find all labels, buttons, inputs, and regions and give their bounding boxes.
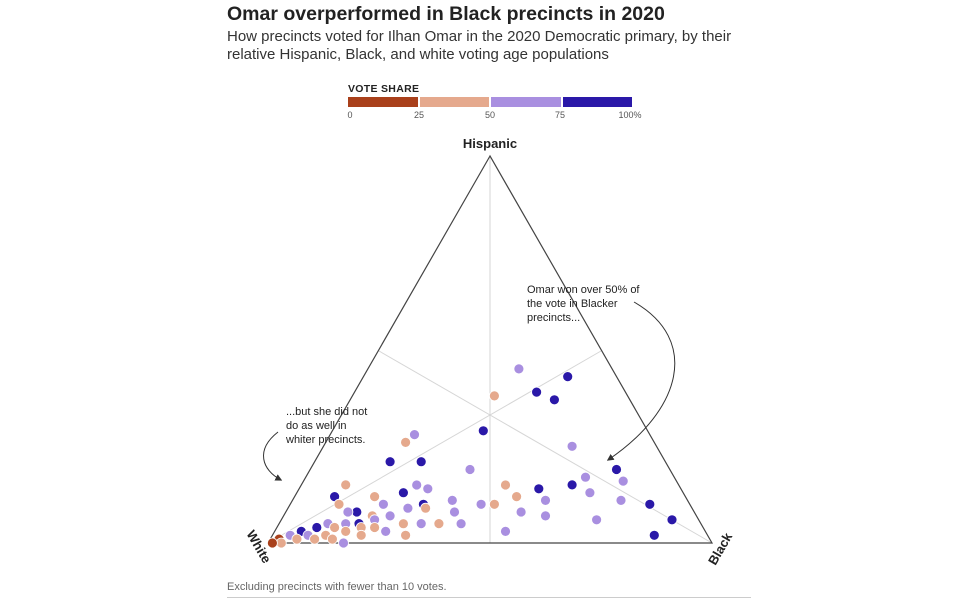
legend-color-bar bbox=[348, 97, 632, 107]
precinct-point bbox=[611, 464, 622, 475]
precinct-point bbox=[644, 498, 656, 510]
data-points bbox=[266, 363, 678, 549]
precinct-point bbox=[617, 475, 629, 487]
footer-divider bbox=[227, 597, 751, 598]
legend-swatch-25-50 bbox=[417, 97, 489, 107]
precinct-point bbox=[666, 514, 678, 526]
axis-label-black: Black bbox=[705, 529, 736, 567]
median-line-black bbox=[378, 350, 713, 544]
precinct-point bbox=[648, 529, 660, 541]
precinct-point bbox=[422, 483, 434, 495]
precinct-point bbox=[477, 425, 489, 437]
precinct-point bbox=[488, 390, 500, 402]
annotation-left: ...but she did not do as well in whiter pr… bbox=[285, 406, 367, 446]
precinct-point bbox=[540, 510, 551, 522]
precinct-point bbox=[329, 522, 341, 533]
precinct-point bbox=[584, 487, 596, 499]
precinct-point bbox=[397, 487, 409, 499]
precinct-point bbox=[549, 394, 560, 406]
chart-subtitle: How precincts voted for Ilhan Omar in th… bbox=[227, 28, 732, 63]
legend-tick: 25 bbox=[413, 110, 425, 120]
legend-swatch-0-25 bbox=[348, 97, 418, 107]
precinct-point bbox=[500, 526, 511, 537]
precinct-point bbox=[591, 514, 602, 526]
median-lines bbox=[267, 156, 713, 544]
precinct-point bbox=[500, 479, 511, 491]
precinct-point bbox=[380, 526, 392, 537]
precinct-point bbox=[515, 506, 527, 518]
legend-tick: 50 bbox=[484, 110, 496, 120]
legend-title: VOTE SHARE bbox=[348, 83, 420, 95]
precinct-point bbox=[402, 502, 414, 514]
precinct-point bbox=[384, 510, 396, 522]
precinct-point bbox=[355, 529, 367, 541]
precinct-point bbox=[415, 518, 427, 529]
annotation-right: Omar won over 50% of the vote in Blacker p… bbox=[527, 284, 640, 324]
precinct-point bbox=[400, 436, 412, 448]
precinct-point bbox=[340, 526, 352, 537]
legend-tick: 100% bbox=[618, 110, 642, 120]
precinct-point bbox=[409, 429, 420, 441]
precinct-point bbox=[311, 522, 323, 533]
annotation-arrow-left bbox=[263, 431, 283, 481]
precinct-point bbox=[540, 494, 551, 506]
precinct-point bbox=[397, 518, 409, 530]
precinct-point bbox=[340, 479, 352, 491]
legend-tick: 75 bbox=[554, 110, 566, 120]
precinct-point bbox=[338, 537, 349, 549]
precinct-point bbox=[326, 533, 338, 545]
precinct-point bbox=[415, 456, 427, 468]
precinct-point bbox=[420, 502, 432, 514]
precinct-point bbox=[446, 494, 458, 506]
precinct-point bbox=[580, 471, 591, 483]
precinct-point bbox=[411, 479, 423, 491]
legend-swatch-50-75 bbox=[489, 97, 561, 107]
precinct-point bbox=[266, 537, 278, 549]
chart-title: Omar overperformed in Black precincts in… bbox=[227, 3, 665, 25]
precinct-point bbox=[615, 494, 627, 506]
precinct-point bbox=[342, 506, 354, 518]
precinct-point bbox=[369, 491, 381, 503]
precinct-point bbox=[464, 464, 476, 475]
precinct-point bbox=[384, 456, 396, 468]
precinct-point bbox=[531, 386, 542, 398]
precinct-point bbox=[566, 479, 578, 491]
precinct-point bbox=[488, 498, 500, 510]
legend-swatch-75-100 bbox=[560, 97, 632, 107]
legend-tick: 0 bbox=[347, 110, 353, 120]
triangle-frame bbox=[266, 154, 714, 544]
annotation-arrow-right bbox=[606, 301, 676, 461]
axis-label-hispanic: Hispanic bbox=[463, 136, 517, 151]
precinct-point bbox=[400, 529, 412, 541]
precinct-point bbox=[449, 506, 460, 518]
precinct-point bbox=[369, 522, 381, 533]
median-line-white bbox=[267, 350, 602, 544]
precinct-point bbox=[566, 440, 578, 452]
precinct-point bbox=[533, 483, 545, 495]
footnote: Excluding precincts with fewer than 10 v… bbox=[227, 581, 447, 593]
precinct-point bbox=[291, 533, 303, 545]
precinct-point bbox=[433, 518, 445, 529]
precinct-point bbox=[475, 498, 487, 510]
precinct-point bbox=[455, 518, 467, 530]
precinct-point bbox=[377, 498, 389, 510]
precinct-point bbox=[513, 363, 525, 375]
precinct-point bbox=[511, 491, 522, 503]
precinct-point bbox=[309, 533, 321, 545]
precinct-point bbox=[333, 498, 345, 510]
precinct-point bbox=[562, 371, 574, 383]
